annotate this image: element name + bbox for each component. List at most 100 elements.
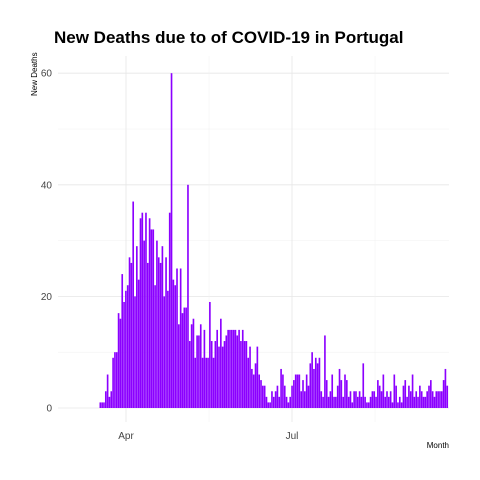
- bar: [377, 380, 379, 408]
- bar: [168, 212, 171, 408]
- bar: [325, 380, 328, 408]
- bar: [234, 329, 237, 408]
- bar: [108, 396, 111, 408]
- bar: [355, 391, 357, 408]
- bar: [395, 385, 397, 408]
- bar: [181, 313, 184, 408]
- bar: [216, 329, 218, 408]
- bar: [245, 341, 248, 408]
- x-tick-label: Jul: [286, 431, 299, 442]
- bar: [446, 385, 449, 408]
- bar: [117, 313, 120, 408]
- bar: [382, 374, 385, 408]
- bar: [420, 391, 423, 408]
- bar: [225, 335, 228, 408]
- bar: [126, 285, 129, 408]
- y-axis-label: New Deaths: [30, 52, 39, 96]
- bar: [99, 402, 102, 408]
- bar: [316, 363, 319, 408]
- bar: [428, 385, 430, 408]
- bar: [272, 396, 275, 408]
- bar: [431, 391, 434, 408]
- bar: [238, 329, 240, 408]
- bar: [280, 368, 282, 408]
- bar: [223, 341, 226, 408]
- bar: [267, 402, 270, 408]
- bar: [298, 374, 301, 408]
- bar: [119, 318, 122, 408]
- bar: [435, 391, 438, 408]
- bar: [203, 329, 206, 408]
- bar: [404, 380, 407, 408]
- bar: [408, 385, 410, 408]
- bar: [132, 201, 135, 408]
- bar: [338, 368, 341, 408]
- y-tick-label: 20: [41, 292, 53, 303]
- bar: [307, 385, 310, 408]
- bar: [240, 341, 242, 408]
- bar: [187, 184, 189, 408]
- bar: [141, 212, 144, 408]
- bar: [433, 396, 436, 408]
- bar: [309, 363, 312, 408]
- bar: [212, 357, 215, 408]
- bar: [115, 352, 118, 408]
- bar: [154, 285, 156, 408]
- bar: [130, 262, 133, 408]
- x-axis-label: Month: [427, 441, 449, 450]
- bar: [367, 402, 370, 408]
- bar: [318, 357, 321, 408]
- bar: [375, 396, 377, 408]
- bar: [103, 402, 105, 408]
- bar: [400, 402, 403, 408]
- bar: [229, 329, 231, 408]
- y-tick-label: 40: [41, 180, 53, 191]
- bar: [444, 368, 447, 408]
- bar: [159, 262, 162, 408]
- bar: [263, 385, 266, 408]
- bar: [152, 229, 155, 408]
- bar: [183, 307, 186, 408]
- bar: [146, 262, 149, 408]
- bar: [285, 396, 288, 408]
- bar: [174, 285, 177, 408]
- bars: [99, 73, 449, 408]
- bar: [336, 385, 339, 408]
- bar: [302, 380, 304, 408]
- bar: [344, 374, 346, 408]
- bar: [440, 391, 443, 408]
- bar: [369, 396, 372, 408]
- bar: [380, 391, 383, 408]
- bar: [291, 385, 293, 408]
- bar: [437, 391, 439, 408]
- bar: [378, 385, 381, 408]
- bar: [271, 391, 273, 408]
- bar: [137, 279, 140, 408]
- bar: [205, 357, 208, 408]
- bar: [254, 363, 257, 408]
- bar: [406, 396, 408, 408]
- bar: [143, 240, 145, 408]
- bar: [294, 374, 297, 408]
- bar: [236, 335, 239, 408]
- bar: [101, 402, 103, 408]
- bar: [351, 402, 354, 408]
- bar: [198, 335, 200, 408]
- bar: [346, 380, 348, 408]
- bar: [409, 391, 412, 408]
- bar: [192, 318, 195, 408]
- bar: [104, 391, 107, 408]
- bar: [172, 279, 175, 408]
- bar: [249, 346, 251, 408]
- bar: [150, 229, 153, 408]
- bar: [114, 352, 116, 408]
- bar: [417, 396, 419, 408]
- bar: [340, 380, 343, 408]
- bar: [362, 363, 365, 408]
- bar: [335, 396, 337, 408]
- bar: [278, 396, 281, 408]
- bar: [258, 374, 260, 408]
- bar: [276, 385, 279, 408]
- bar: [300, 391, 302, 408]
